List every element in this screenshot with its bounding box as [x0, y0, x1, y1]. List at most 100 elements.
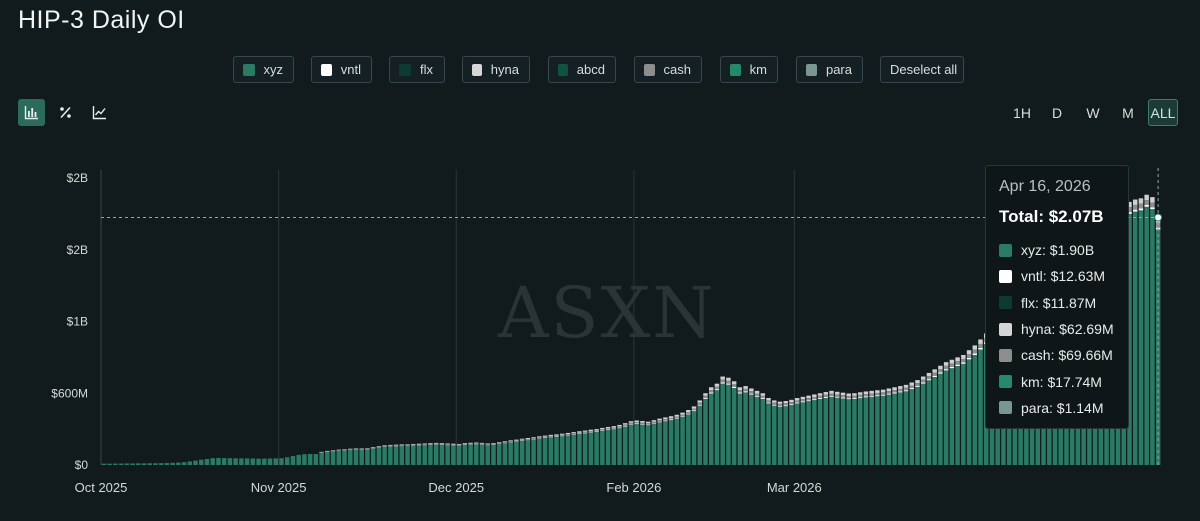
- legend-item-cash[interactable]: cash: [634, 56, 702, 83]
- bar-vntl: [668, 419, 674, 421]
- bar-xyz: [714, 390, 720, 465]
- bar-vntl: [880, 394, 886, 396]
- bar-cash: [462, 444, 468, 445]
- line-chart-icon[interactable]: [86, 99, 113, 126]
- bar-xyz: [548, 437, 554, 465]
- legend-item-hyna[interactable]: hyna: [462, 56, 530, 83]
- bar-vntl: [961, 362, 966, 364]
- bar-xyz: [571, 434, 576, 465]
- bar-hyna: [772, 400, 777, 403]
- bar-vntl: [726, 383, 731, 385]
- bar-xyz: [829, 396, 834, 465]
- bar-xyz: [680, 416, 685, 465]
- bar-hyna: [846, 393, 851, 397]
- range-all[interactable]: ALL: [1148, 99, 1178, 126]
- bar-cash: [554, 435, 559, 437]
- bar-xyz: [118, 463, 124, 465]
- bar-xyz: [439, 444, 445, 465]
- range-1h[interactable]: 1H: [1013, 104, 1031, 121]
- bar-xyz: [136, 463, 141, 465]
- bar-xyz: [1132, 211, 1138, 465]
- bar-xyz: [1144, 206, 1149, 465]
- bar-xyz: [915, 386, 920, 465]
- bar-cash: [525, 438, 531, 440]
- bar-cash: [691, 408, 697, 411]
- bar-xyz: [743, 392, 748, 465]
- deselect-all-button[interactable]: Deselect all: [880, 56, 964, 83]
- bar-vntl: [863, 396, 869, 398]
- bar-xyz: [365, 449, 370, 465]
- bar-cash: [915, 383, 920, 386]
- bar-cash: [932, 372, 937, 376]
- range-m[interactable]: M: [1122, 104, 1134, 121]
- bar-cash: [760, 395, 766, 399]
- bar-xyz: [176, 462, 181, 465]
- bar-vntl: [754, 395, 760, 397]
- legend-item-xyz[interactable]: xyz: [233, 56, 294, 83]
- bar-cash: [875, 392, 880, 396]
- bar-hyna: [972, 345, 978, 350]
- bar-hyna: [829, 390, 834, 394]
- bar-cash: [800, 399, 806, 402]
- bar-hyna: [714, 383, 720, 387]
- bar-xyz: [863, 397, 869, 465]
- bar-xyz: [462, 444, 468, 465]
- tooltip-swatch: [999, 348, 1012, 362]
- tooltip-row: hyna: $62.69M: [999, 316, 1115, 342]
- bar-xyz: [1155, 229, 1161, 465]
- bar-xyz: [250, 458, 256, 465]
- bar-xyz: [835, 397, 840, 465]
- bar-xyz: [720, 383, 725, 465]
- range-w[interactable]: W: [1086, 104, 1100, 121]
- bar-xyz: [623, 426, 628, 465]
- bar-hyna: [445, 443, 450, 445]
- bar-vntl: [1150, 207, 1155, 210]
- bar-cash: [365, 448, 370, 450]
- bar-cash: [1138, 203, 1144, 209]
- bar-hyna: [875, 390, 880, 393]
- x-tick-label: Nov 2025: [251, 480, 307, 495]
- bar-cash: [749, 391, 754, 394]
- bar-hyna: [961, 354, 966, 359]
- bar-cash: [359, 449, 364, 450]
- bar-hyna: [943, 362, 949, 366]
- bar-hyna: [491, 443, 496, 445]
- bar-xyz: [376, 447, 382, 465]
- legend-item-vntl[interactable]: vntl: [311, 56, 372, 83]
- bar-vntl: [926, 379, 932, 381]
- bar-xyz: [319, 452, 324, 465]
- bar-vntl: [714, 389, 720, 391]
- legend-swatch: [558, 63, 568, 76]
- bar-xyz: [978, 349, 983, 465]
- bar-cash: [451, 444, 456, 446]
- bar-cash: [720, 379, 725, 383]
- bar-cash: [485, 444, 490, 445]
- legend-item-para[interactable]: para: [796, 56, 863, 83]
- bar-hyna: [754, 390, 760, 394]
- bar-vntl: [892, 392, 897, 394]
- bar-vntl: [903, 390, 909, 392]
- bar-xyz: [456, 445, 462, 465]
- legend-item-km[interactable]: km: [720, 56, 778, 83]
- bar-xyz: [422, 445, 427, 465]
- bar-xyz: [158, 463, 164, 465]
- bar-chart-icon[interactable]: [18, 99, 45, 126]
- bar-xyz: [302, 454, 307, 465]
- bar-cash: [949, 363, 955, 367]
- bar-xyz: [428, 444, 433, 465]
- range-d[interactable]: D: [1051, 104, 1063, 121]
- bar-cash: [794, 400, 800, 403]
- percent-icon[interactable]: [52, 99, 79, 126]
- bar-cash: [817, 395, 823, 399]
- legend-item-abcd[interactable]: abcd: [548, 56, 616, 83]
- bar-hyna: [1138, 198, 1144, 204]
- bar-xyz: [605, 430, 611, 465]
- bar-cash: [783, 403, 788, 406]
- bar-hyna: [325, 450, 330, 452]
- bar-hyna: [852, 393, 857, 396]
- bar-cash: [348, 449, 353, 450]
- bar-xyz: [537, 438, 542, 465]
- legend-item-flx[interactable]: flx: [389, 56, 445, 83]
- bar-cash: [674, 416, 680, 419]
- tooltip-row-label: hyna: $62.69M: [1021, 321, 1114, 338]
